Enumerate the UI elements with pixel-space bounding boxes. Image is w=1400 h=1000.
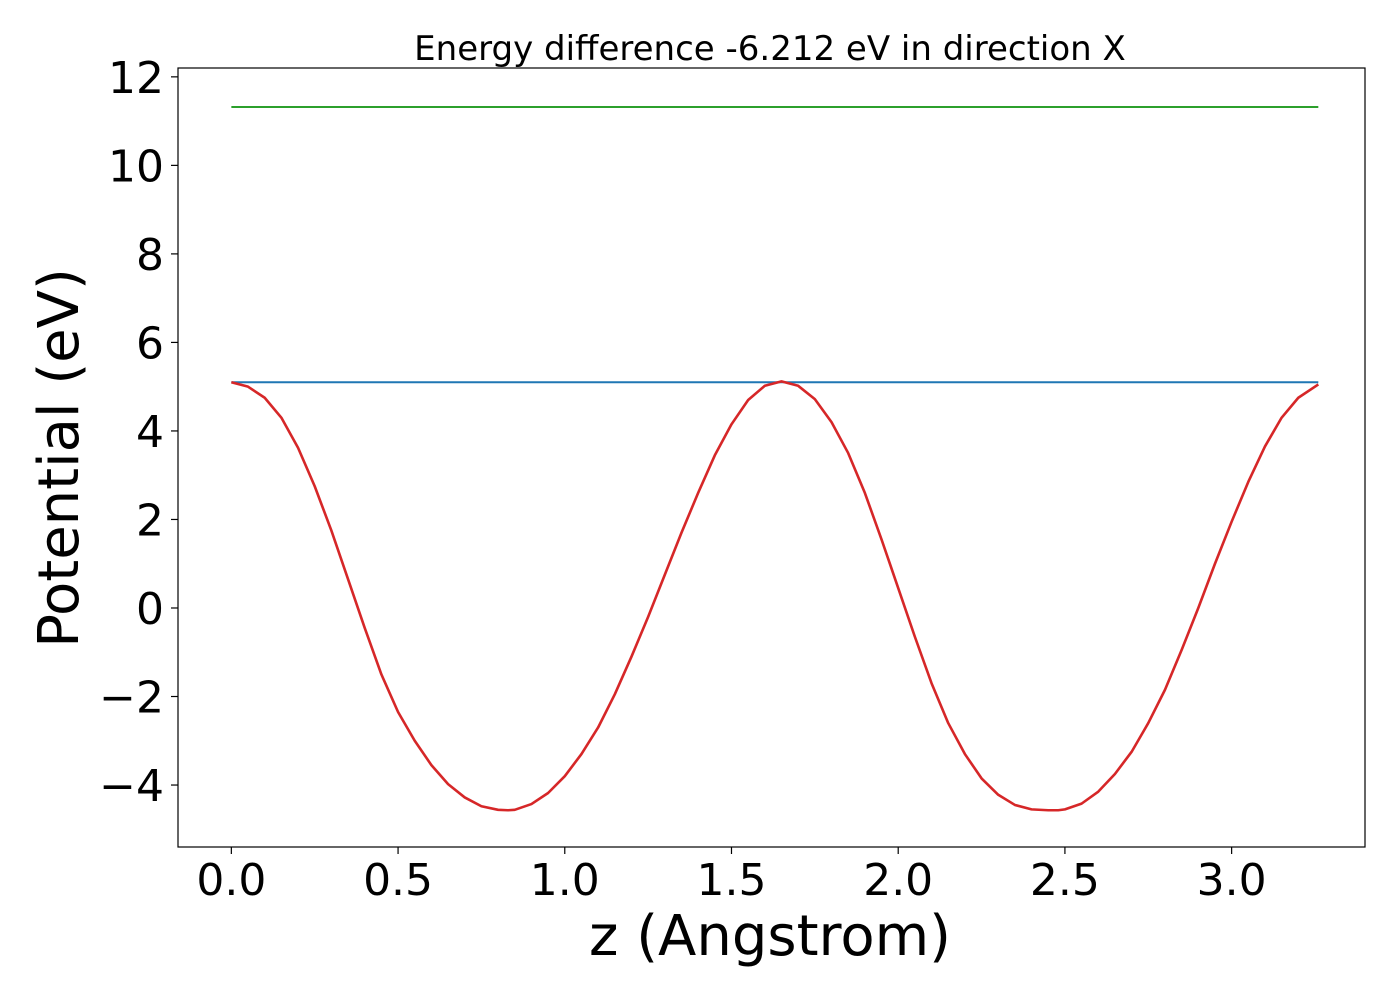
x-tick-label: 3.0 bbox=[1197, 855, 1267, 906]
x-tick-label: 1.0 bbox=[530, 855, 600, 906]
y-tick-label: 4 bbox=[136, 407, 164, 458]
x-ticks: 0.0 0.5 1.0 1.5 2.0 2.5 3.0 bbox=[196, 847, 1267, 906]
series-line-2 bbox=[231, 380, 1320, 812]
y-tick-label: 10 bbox=[108, 141, 164, 192]
plot-area bbox=[177, 67, 1366, 848]
y-tick-label: 2 bbox=[136, 495, 164, 546]
y-tick-label: 8 bbox=[136, 230, 164, 281]
x-tick-label: 0.5 bbox=[363, 855, 433, 906]
y-ticks: −4 −2 0 2 4 6 8 10 12 bbox=[99, 53, 178, 812]
y-tick-label: 12 bbox=[108, 53, 164, 104]
y-tick-label: 6 bbox=[136, 318, 164, 369]
x-tick-label: 1.5 bbox=[696, 855, 766, 906]
x-tick-label: 0.0 bbox=[196, 855, 266, 906]
y-tick-label: 0 bbox=[136, 584, 164, 635]
y-tick-label: −2 bbox=[99, 673, 164, 724]
chart-title: Energy difference -6.212 eV in direction… bbox=[414, 29, 1126, 69]
series-layer bbox=[231, 105, 1320, 812]
y-axis-label: Potential (eV) bbox=[27, 268, 92, 648]
x-tick-label: 2.5 bbox=[1030, 855, 1100, 906]
y-tick-label: −4 bbox=[99, 761, 164, 812]
x-axis-label: z (Angstrom) bbox=[589, 904, 951, 969]
x-tick-label: 2.0 bbox=[863, 855, 933, 906]
